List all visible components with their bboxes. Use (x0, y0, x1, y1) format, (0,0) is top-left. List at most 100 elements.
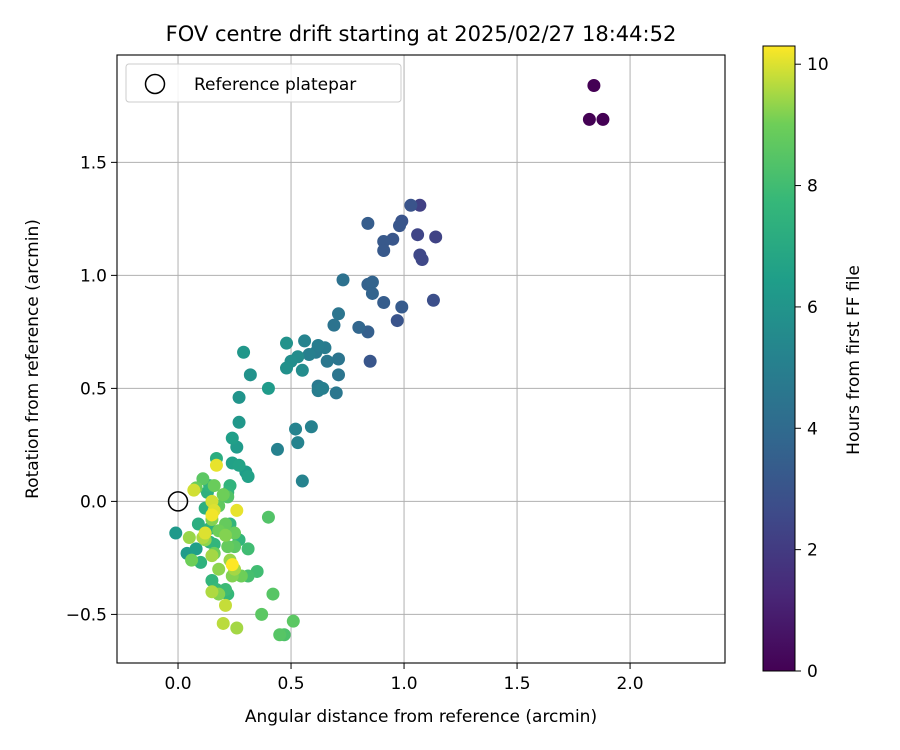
data-point (320, 354, 334, 368)
data-point (169, 526, 183, 540)
colorbar: 0 2 4 6 8 10 Hours from first FF file (762, 45, 864, 682)
reference-platepar-marker (167, 491, 189, 512)
data-point (270, 442, 284, 456)
data-point (429, 230, 443, 244)
x-axis-label: Angular distance from reference (arcmin) (245, 707, 597, 727)
data-point (241, 470, 255, 484)
legend-box (125, 63, 402, 103)
data-point (232, 415, 246, 429)
legend-marker-reference (144, 73, 166, 95)
data-point (298, 334, 312, 348)
data-point (289, 422, 303, 436)
data-point (332, 352, 346, 366)
data-point (280, 361, 294, 375)
data-points (169, 79, 610, 642)
data-point (395, 300, 409, 314)
data-point (426, 293, 440, 307)
data-point (596, 112, 610, 126)
data-point (304, 420, 318, 434)
data-point (332, 368, 346, 382)
data-point (187, 483, 201, 497)
data-point (241, 542, 255, 556)
legend: Reference platepar (125, 63, 402, 103)
x-tick-label: 0.5 (278, 674, 305, 694)
data-point (198, 526, 212, 540)
data-point (413, 198, 427, 212)
colorbar-ticks: 0 2 4 6 8 10 (795, 55, 829, 682)
data-point (189, 542, 203, 556)
data-point (365, 286, 379, 300)
data-point (390, 314, 404, 328)
data-point (182, 531, 196, 545)
x-tick-label: 2.0 (617, 674, 644, 694)
legend-label-reference: Reference platepar (194, 75, 356, 95)
data-point (582, 112, 596, 126)
data-point (377, 244, 391, 258)
data-point (225, 431, 239, 445)
colorbar-label: Hours from first FF file (844, 265, 864, 455)
data-point (232, 390, 246, 404)
data-point (316, 381, 330, 395)
data-point (327, 318, 341, 332)
x-tick-label: 1.0 (391, 674, 418, 694)
data-point (332, 307, 346, 321)
data-point (207, 479, 221, 493)
y-tick-label: −0.5 (66, 605, 107, 625)
y-axis-label: Rotation from reference (arcmin) (23, 219, 43, 499)
data-point (361, 216, 375, 230)
data-point (311, 338, 325, 352)
data-point (205, 508, 219, 522)
data-point (336, 273, 350, 287)
data-point (329, 386, 343, 400)
data-point (365, 275, 379, 289)
data-point (377, 295, 391, 309)
data-point (291, 436, 305, 450)
plot-frame (116, 54, 726, 664)
colorbar-tick-label: 2 (807, 541, 818, 561)
data-point (216, 616, 230, 630)
data-point (191, 517, 205, 531)
data-point (286, 614, 300, 628)
colorbar-tick-label: 8 (807, 177, 818, 197)
data-point (225, 558, 239, 572)
data-point (587, 79, 601, 93)
colorbar-tick-label: 4 (807, 419, 818, 439)
data-point (295, 474, 309, 488)
data-point (230, 503, 244, 517)
data-point (273, 628, 287, 642)
data-point (205, 549, 219, 563)
data-point (261, 510, 275, 524)
chart-title: FOV centre drift starting at 2025/02/27 … (166, 22, 677, 46)
data-point (266, 587, 280, 601)
colorbar-gradient (762, 45, 796, 672)
y-tick-label: 0.0 (80, 492, 107, 512)
data-point (261, 381, 275, 395)
colorbar-tick-label: 6 (807, 298, 818, 318)
data-point (237, 345, 251, 359)
data-point (295, 363, 309, 377)
data-point (185, 553, 199, 567)
data-point (255, 607, 269, 621)
data-point (216, 488, 230, 502)
data-point (411, 228, 425, 242)
x-tick-label: 0.0 (165, 674, 192, 694)
data-point (205, 585, 219, 599)
data-point (221, 540, 235, 554)
data-point (243, 368, 257, 382)
x-tick-label: 1.5 (504, 674, 531, 694)
y-tick-label: 1.0 (80, 266, 107, 286)
data-point (218, 528, 232, 542)
data-point (280, 336, 294, 350)
data-point (218, 598, 232, 612)
data-point (393, 219, 407, 233)
data-point (232, 458, 246, 472)
data-point (302, 347, 316, 361)
data-point (230, 621, 244, 635)
y-tick-label: 0.5 (80, 379, 107, 399)
data-point (212, 562, 226, 576)
colorbar-tick-label: 0 (807, 662, 818, 682)
data-point (377, 234, 391, 248)
data-point (196, 472, 210, 486)
axis-ticks: 0.0 0.5 1.0 1.5 2.0 −0.5 0.0 0.5 1.0 1.5 (66, 153, 644, 694)
